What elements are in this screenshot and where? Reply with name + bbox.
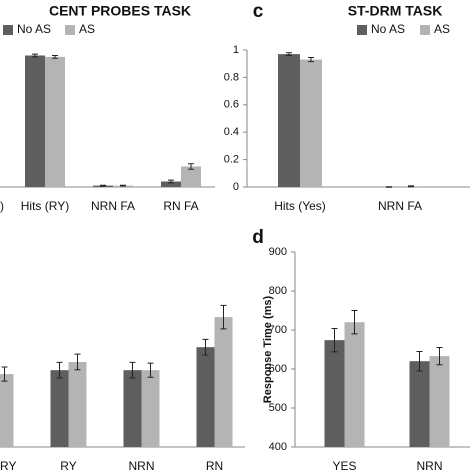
bar bbox=[161, 181, 181, 187]
x-tick-label: RY bbox=[0, 459, 16, 473]
legend-swatch bbox=[65, 25, 75, 35]
error-bar bbox=[416, 350, 423, 372]
legend-label: AS bbox=[79, 22, 95, 36]
x-tick-label: NRN FA bbox=[91, 199, 135, 213]
error-bar bbox=[129, 361, 136, 379]
y-axis-label: Response Time (ms) bbox=[262, 295, 274, 403]
error-bar bbox=[436, 347, 443, 366]
x-tick-label: RY bbox=[60, 459, 76, 473]
bar bbox=[429, 356, 450, 447]
bar bbox=[141, 370, 160, 447]
y-tick-label: 1 bbox=[233, 44, 239, 56]
y-tick-label: 800 bbox=[269, 285, 287, 297]
bar bbox=[25, 55, 45, 188]
bar bbox=[278, 54, 300, 187]
error-bar bbox=[52, 54, 58, 59]
panel-label: d bbox=[252, 227, 264, 248]
error-bar bbox=[100, 184, 106, 187]
bar bbox=[45, 56, 65, 187]
x-tick-label: YES bbox=[332, 459, 356, 473]
legend-swatch bbox=[3, 25, 13, 35]
y-tick-label: 0 bbox=[233, 181, 239, 193]
bar bbox=[214, 317, 233, 447]
x-tick-label: ) bbox=[0, 199, 4, 213]
y-tick-label: 600 bbox=[269, 363, 287, 375]
x-tick-label: Hits (RY) bbox=[21, 199, 69, 213]
error-bar bbox=[408, 185, 414, 188]
y-tick-label: 700 bbox=[269, 324, 287, 336]
bar bbox=[0, 374, 14, 447]
error-bar bbox=[286, 52, 292, 56]
error-bar bbox=[1, 366, 8, 382]
bar bbox=[123, 370, 142, 447]
error-bar bbox=[386, 186, 392, 188]
error-bar bbox=[168, 179, 174, 184]
y-tick-label: 0.8 bbox=[224, 71, 239, 83]
bar bbox=[324, 340, 345, 447]
y-tick-label: 900 bbox=[269, 246, 287, 258]
bar bbox=[344, 322, 365, 447]
error-bar bbox=[56, 361, 63, 379]
legend-label: AS bbox=[434, 22, 450, 36]
bar bbox=[68, 361, 87, 447]
x-tick-label: NRN bbox=[417, 459, 443, 473]
error-bar bbox=[202, 338, 209, 356]
error-bar bbox=[188, 163, 194, 170]
y-tick-label: 0.2 bbox=[224, 154, 239, 166]
error-bar bbox=[147, 362, 154, 378]
error-bar bbox=[331, 327, 338, 353]
bar bbox=[50, 370, 69, 447]
error-bar bbox=[220, 304, 227, 330]
error-bar bbox=[120, 184, 126, 187]
y-tick-label: 0.6 bbox=[224, 99, 239, 111]
panel-label: c bbox=[253, 1, 264, 22]
legend-label: No AS bbox=[17, 22, 51, 36]
chart-title: CENT PROBES TASK bbox=[49, 3, 191, 19]
x-tick-label: NRN bbox=[129, 459, 155, 473]
x-tick-label: RN bbox=[206, 459, 223, 473]
error-bar bbox=[308, 57, 314, 63]
legend-swatch bbox=[357, 25, 367, 35]
y-tick-label: 0.4 bbox=[224, 126, 239, 138]
bar bbox=[300, 59, 322, 188]
legend-label: No AS bbox=[371, 22, 405, 36]
y-tick-label: 400 bbox=[269, 441, 287, 453]
x-tick-label: Hits (Yes) bbox=[274, 199, 326, 213]
chart-title: ST-DRM TASK bbox=[348, 3, 443, 19]
y-tick-label: 500 bbox=[269, 402, 287, 414]
x-tick-label: NRN FA bbox=[378, 199, 422, 213]
legend-swatch bbox=[420, 25, 430, 35]
error-bar bbox=[351, 310, 358, 335]
bar bbox=[409, 361, 430, 447]
bar bbox=[181, 166, 201, 187]
error-bar bbox=[32, 53, 38, 58]
bar bbox=[196, 347, 215, 447]
x-tick-label: RN FA bbox=[163, 199, 198, 213]
error-bar bbox=[74, 353, 81, 371]
